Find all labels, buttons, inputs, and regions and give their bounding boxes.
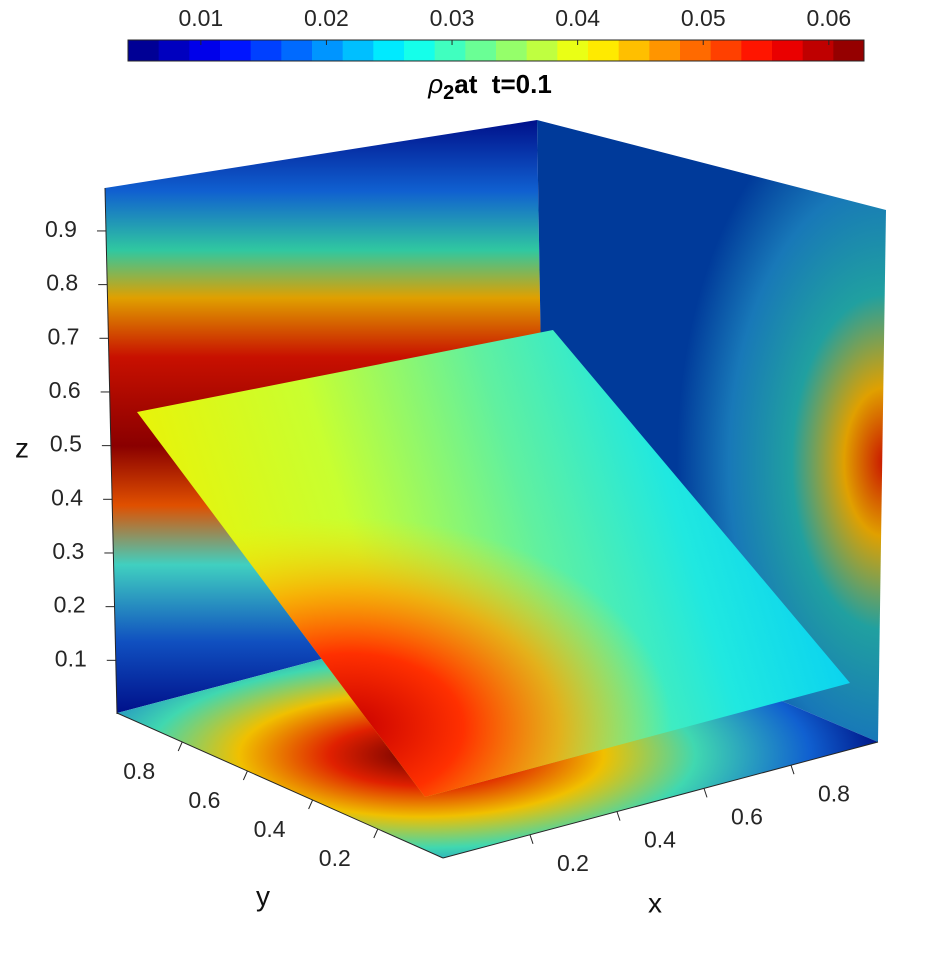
axis-line: [442, 741, 879, 859]
colorbar-swatch: [496, 40, 528, 61]
colorbar-swatch: [220, 40, 252, 61]
colorbar-swatch: [312, 40, 344, 61]
colorbar-swatch: [342, 40, 374, 61]
colorbar-swatch: [802, 40, 834, 61]
axis-tick-label: 0.8: [46, 270, 78, 296]
colorbar-swatch: [710, 40, 742, 61]
axis-tick: [177, 741, 183, 752]
x-label: x: [648, 887, 662, 918]
title-subscript: 2: [443, 82, 454, 104]
axis-tick-label: 0.6: [731, 803, 763, 829]
colorbar-swatch: [526, 40, 558, 61]
axis-tick-label: 0.8: [818, 780, 850, 806]
axis-tick-label: 0.1: [55, 645, 87, 671]
colorbar-swatch: [618, 40, 650, 61]
y-label: y: [256, 880, 270, 911]
colorbar-swatch: [680, 40, 712, 61]
colorbar-swatch: [250, 40, 282, 61]
colorbar-swatch: [772, 40, 804, 61]
axis-tick-label: 0.4: [644, 827, 676, 853]
axis-tick: [373, 828, 379, 839]
colorbar-swatch: [649, 40, 681, 61]
colorbar-frame: [127, 39, 865, 62]
colorbar-swatch: [465, 40, 497, 61]
axis-tick: [616, 811, 621, 821]
axis-tick: [790, 765, 795, 775]
colorbar-swatch: [128, 40, 160, 61]
colorbar-swatch: [833, 40, 865, 61]
axis-tick-label: 0.2: [54, 592, 86, 618]
colorbar-swatch: [434, 40, 466, 61]
axis-tick-label: 0.5: [50, 431, 82, 457]
colorbar-swatch: [557, 40, 589, 61]
colorbar-tick-label: 0.02: [304, 5, 349, 31]
axis-tick-label: 0.6: [188, 787, 220, 813]
colorbar-tick-label: 0.06: [806, 5, 851, 31]
axis-tick-label: 0.6: [49, 377, 81, 403]
colorbar-swatch: [189, 40, 221, 61]
title-symbol: ρ: [427, 69, 443, 99]
title-text: at t=0.1: [454, 69, 552, 99]
axis-tick: [529, 834, 534, 844]
colorbar-swatch: [741, 40, 773, 61]
colorbar-swatch: [373, 40, 405, 61]
colorbar-tick-label: 0.01: [178, 5, 223, 31]
slice-hotspot: [137, 330, 850, 797]
axis-tick: [242, 770, 248, 781]
colorbar-tick-label: 0.05: [681, 5, 726, 31]
z-label: z: [15, 432, 29, 463]
axis-tick-label: 0.2: [319, 845, 351, 871]
axis-tick: [703, 788, 708, 798]
axis-tick: [308, 799, 314, 810]
axis-line: [104, 187, 118, 715]
axis-tick-label: 0.2: [557, 850, 589, 876]
title: ρ2at t=0.1: [427, 69, 552, 104]
colorbar-swatch: [158, 40, 190, 61]
colorbar-tick-label: 0.03: [430, 5, 475, 31]
colorbar-swatch: [281, 40, 313, 61]
axis-tick-label: 0.9: [45, 216, 77, 242]
axis-tick-label: 0.7: [47, 323, 79, 349]
axis-tick-label: 0.4: [51, 484, 83, 510]
axis-tick-label: 0.8: [123, 758, 155, 784]
axis-line: [116, 712, 444, 859]
colorbar-tick-label: 0.04: [555, 5, 600, 31]
colorbar-swatch: [588, 40, 620, 61]
axis-tick-label: 0.3: [52, 538, 84, 564]
colorbar-swatch: [404, 40, 436, 61]
axis-tick-label: 0.4: [254, 816, 286, 842]
